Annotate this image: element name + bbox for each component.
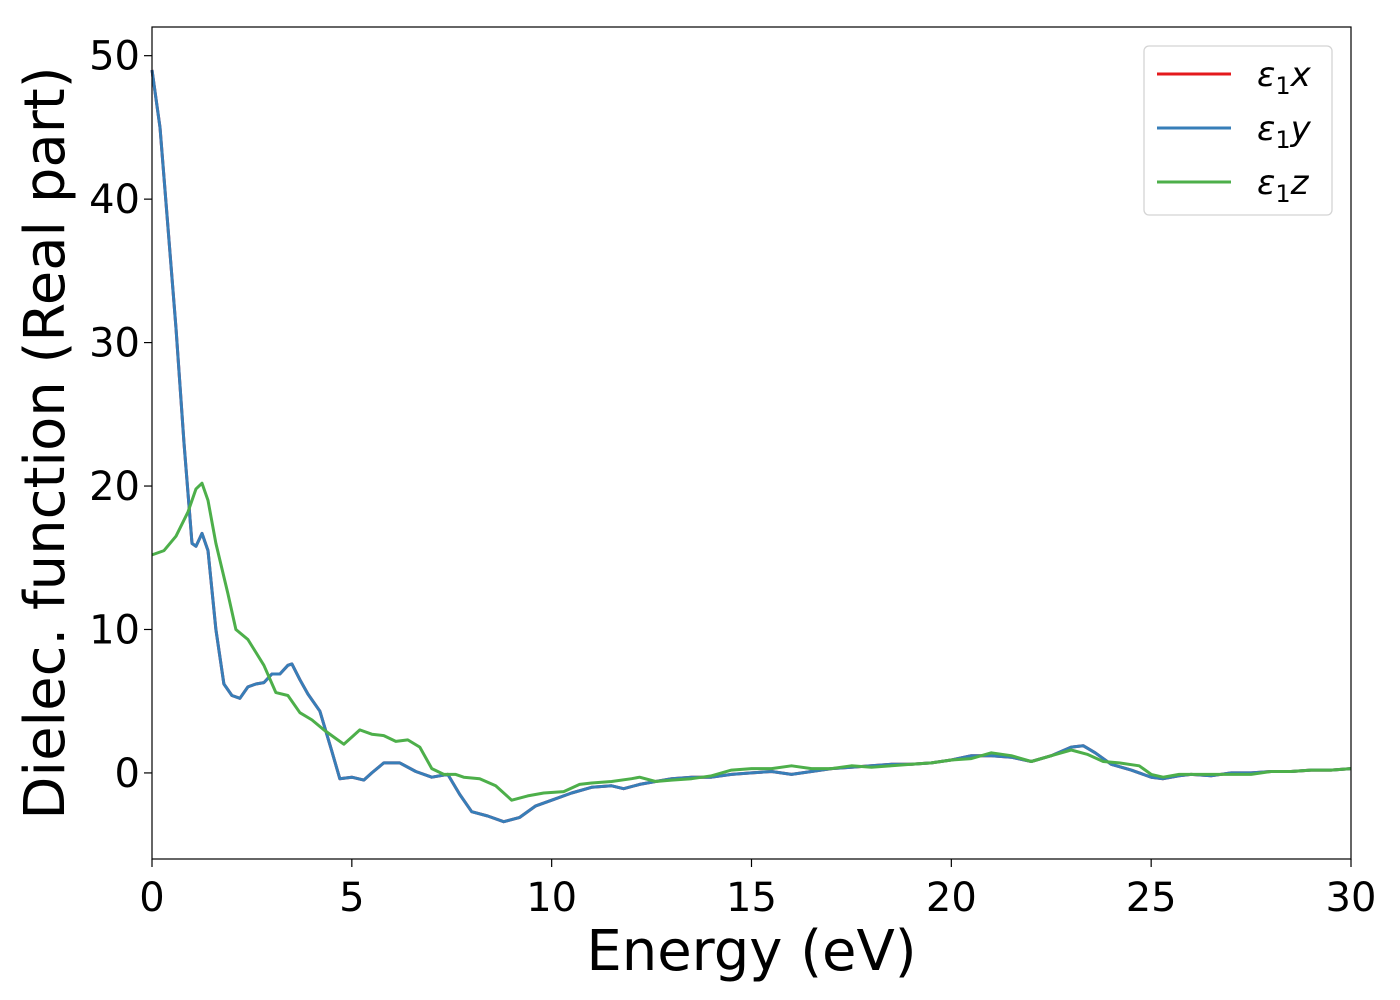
y-tick-label: 0 (115, 751, 140, 797)
x-tick-label: 30 (1326, 875, 1377, 921)
x-tick-label: 25 (1126, 875, 1177, 921)
x-tick-label: 5 (339, 875, 364, 921)
x-tick-label: 10 (526, 875, 577, 921)
legend-label: ε1z (1257, 163, 1310, 208)
series-line-2 (150, 69, 1352, 824)
x-tick-label: 0 (139, 875, 164, 921)
legend-label: ε1x (1257, 55, 1312, 100)
legend-label: ε1y (1257, 109, 1312, 154)
y-tick-label: 30 (89, 321, 140, 367)
legend: ε1x ε1y ε1z (1143, 45, 1333, 216)
y-tick-label: 40 (89, 177, 140, 223)
y-tick-label: 20 (89, 464, 140, 510)
series-lines (150, 69, 1352, 824)
y-tick-label: 50 (89, 34, 140, 80)
series-line-3 (151, 481, 1352, 802)
legend-box (1143, 45, 1333, 216)
x-axis: 0 5 10 15 20 25 30 (139, 859, 1376, 921)
y-axis-title: Dielec. function (Real part) (13, 66, 78, 819)
x-tick-label: 20 (926, 875, 977, 921)
x-tick-label: 15 (726, 875, 777, 921)
y-axis: 0 10 20 30 40 50 (89, 34, 152, 797)
y-tick-label: 10 (89, 607, 140, 653)
x-axis-title: Energy (eV) (586, 919, 916, 984)
